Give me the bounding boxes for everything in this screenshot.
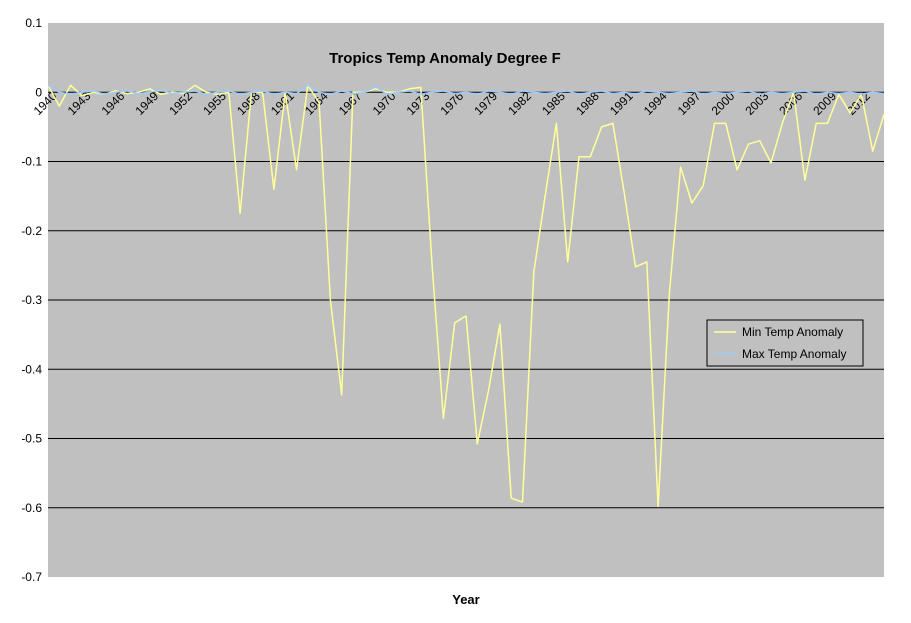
- x-axis-title: Year: [452, 592, 479, 607]
- legend-label-min: Min Temp Anomaly: [742, 325, 843, 339]
- legend-box: [706, 319, 864, 367]
- y-tick-label: -0.2: [21, 224, 42, 238]
- y-tick-label: 0: [35, 85, 42, 99]
- y-axis-ticks: 0.1 0 -0.1 -0.2 -0.3 -0.4 -0.5 -0.6 -0.7: [21, 16, 42, 584]
- y-tick-label: -0.5: [21, 432, 42, 446]
- series-line-max: [47, 84, 885, 96]
- y-tick-label: -0.1: [21, 155, 42, 169]
- series-lines: [47, 84, 885, 508]
- y-tick-label: -0.4: [21, 362, 42, 376]
- legend: Min Temp Anomaly Max Temp Anomaly: [706, 319, 864, 367]
- series-line-min: [47, 84, 885, 508]
- y-tick-label: -0.7: [21, 570, 42, 584]
- y-tick-label: -0.3: [21, 293, 42, 307]
- y-tick-label: -0.6: [21, 501, 42, 515]
- y-tick-label: 0.1: [25, 16, 42, 30]
- legend-label-max: Max Temp Anomaly: [742, 347, 847, 361]
- chart-title: Tropics Temp Anomaly Degree F: [329, 50, 561, 67]
